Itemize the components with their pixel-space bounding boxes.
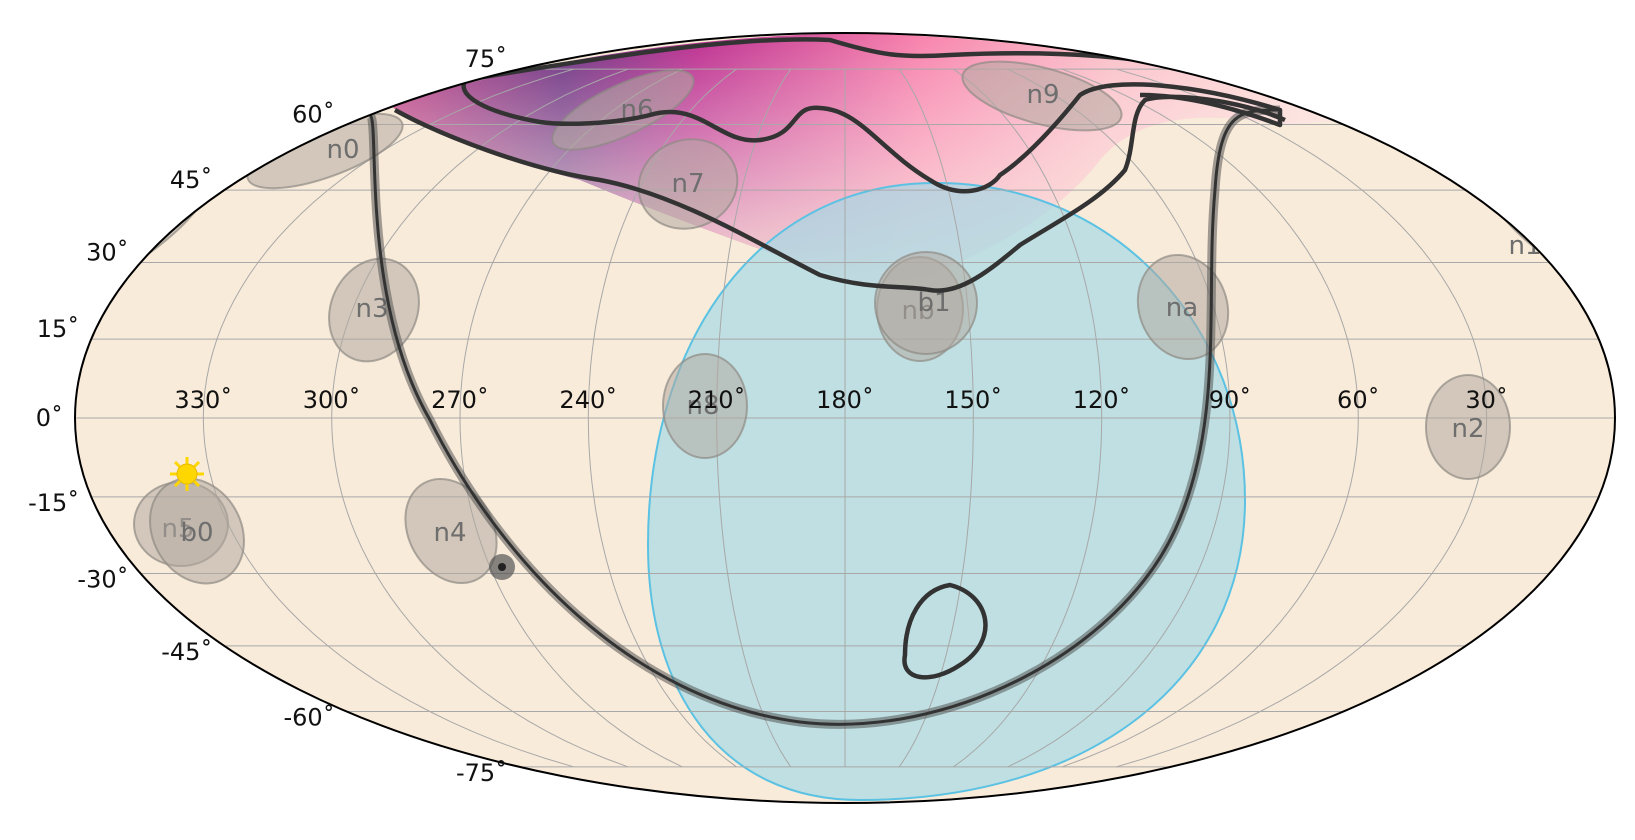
graticule-meridian: [459, 68, 683, 768]
graticule-meridian: [898, 68, 974, 768]
longitude-labels: 330˚ 300˚ 270˚ 240˚ 210˚ 180˚ 150˚ 120˚ 90˚ 60˚ 30…: [174, 386, 1508, 414]
detector-label: n1: [1508, 231, 1541, 261]
longitude-label: 60˚: [1337, 386, 1380, 414]
latitude-label: -15˚: [28, 489, 79, 517]
detector-label: n7: [671, 169, 704, 199]
longitude-label: 210˚: [688, 386, 746, 414]
longitude-label: 150˚: [944, 386, 1002, 414]
detector-footprint: [1136, 253, 1230, 361]
localization-contours: [393, 37, 1286, 680]
latitude-labels: 75˚ 60˚ 45˚ 30˚ 15˚ 0˚ -15˚ -30˚ -45˚ -60˚ -75˚: [28, 45, 507, 787]
latitude-label: 15˚: [37, 315, 80, 343]
sun-icon: [170, 457, 204, 491]
latitude-label: -45˚: [161, 638, 212, 666]
latitude-label: 30˚: [86, 238, 129, 266]
graticule-meridian: [331, 68, 628, 768]
longitude-label: 30˚: [1465, 386, 1508, 414]
detector-n4: n4: [404, 477, 498, 585]
longitude-label: 300˚: [303, 386, 361, 414]
contour-outer: [393, 94, 1286, 293]
latitude-label: -75˚: [456, 759, 507, 787]
detector-footprint: [551, 69, 695, 151]
detector-label: b0: [180, 518, 213, 548]
detector-n9: n9: [961, 60, 1123, 132]
latitude-label: 75˚: [465, 45, 508, 73]
detector-b1: b1: [874, 251, 978, 355]
graticule-meridian: [1007, 68, 1231, 768]
latitude-label: 60˚: [292, 100, 335, 128]
longitude-label: 330˚: [174, 386, 232, 414]
detector-na: na: [1136, 253, 1230, 361]
detector-label: n8: [686, 391, 719, 421]
latitude-label: -30˚: [77, 566, 128, 594]
longitude-label: 240˚: [559, 386, 617, 414]
detector-label: n4: [433, 518, 466, 548]
sky-boundary: [74, 32, 1616, 804]
detector-n2: n2: [1425, 374, 1511, 480]
detector-label: n9: [1026, 80, 1059, 110]
detector-n7: n7: [637, 138, 739, 230]
longitude-label: 120˚: [1073, 386, 1131, 414]
longitude-label: 180˚: [816, 386, 874, 414]
detector-footprint: [637, 138, 739, 230]
detector-footprint: [149, 477, 245, 585]
detector-label: na: [1166, 293, 1198, 323]
detector-b0: b0: [149, 477, 245, 585]
detector-n8: n8: [662, 353, 748, 459]
detector-label: n2: [1451, 414, 1484, 444]
contour-south: [902, 582, 988, 680]
detector-footprint: [662, 353, 748, 459]
contour-inner: [461, 78, 1283, 194]
detector-footprint: [874, 251, 978, 355]
detector-label: b1: [917, 288, 950, 318]
graticule-meridian: [1062, 68, 1359, 768]
latitude-label: 45˚: [170, 166, 213, 194]
detector-footprint: [1425, 374, 1511, 480]
detector-footprints: n0n1n2n3n4n5n6n7n8n9nanbb0b1: [75, 60, 1615, 585]
detector-footprint: [961, 60, 1123, 132]
detector-label: n0: [326, 135, 359, 165]
latitude-label: -60˚: [284, 704, 335, 732]
longitude-label: 90˚: [1209, 386, 1252, 414]
latitude-label: 0˚: [36, 404, 63, 432]
graticule-meridian: [202, 68, 574, 768]
longitude-label: 270˚: [431, 386, 489, 414]
